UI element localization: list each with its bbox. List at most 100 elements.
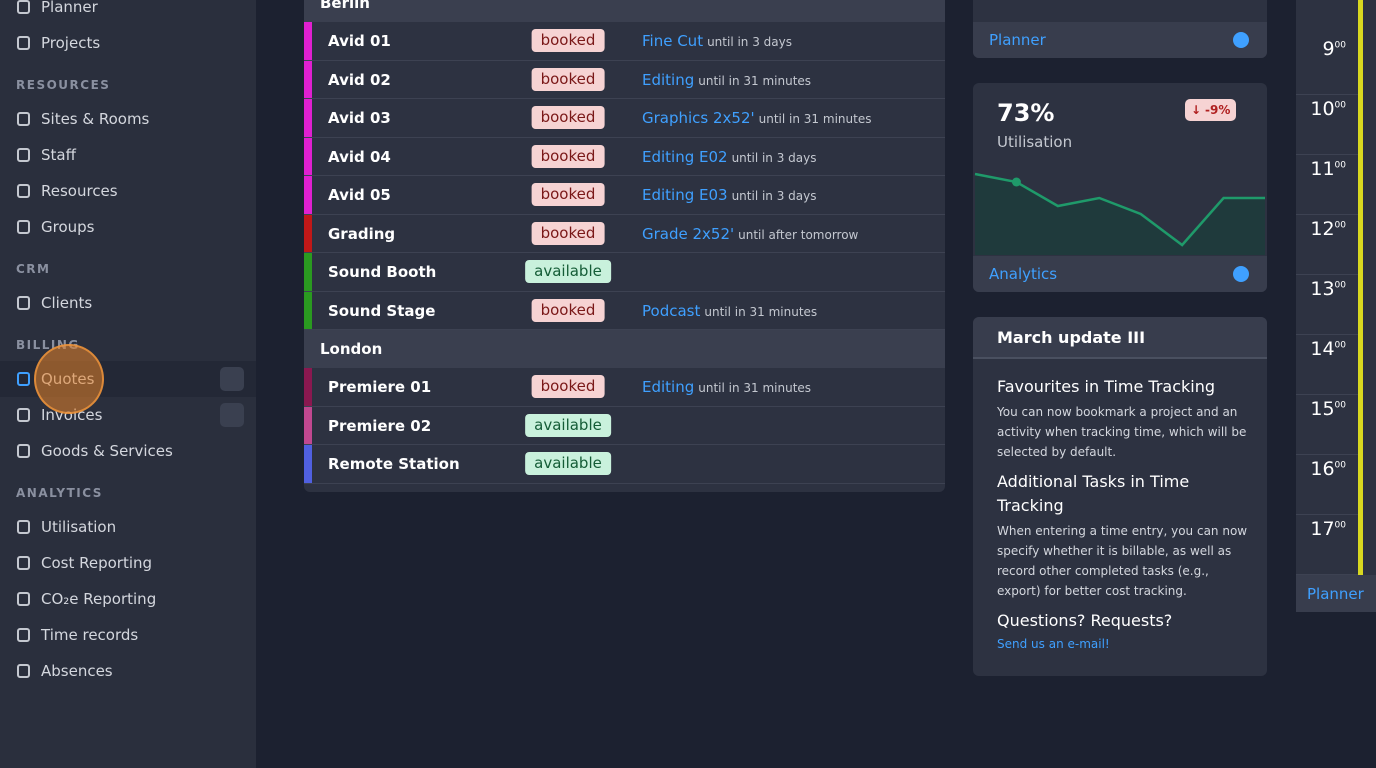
- status-badge: available: [525, 452, 611, 475]
- until: until in 31 minutes: [698, 73, 812, 88]
- news-heading: Favourites in Time Tracking: [997, 377, 1216, 396]
- nav-label[interactable]: Time records: [41, 626, 139, 644]
- click-indicator: [34, 344, 104, 414]
- nav-label[interactable]: Groups: [41, 218, 95, 236]
- email-link[interactable]: Send us an e-mail!: [997, 637, 1110, 651]
- room-row: Premiere 01 booked Editing until in 31 minu…: [304, 368, 945, 407]
- section-title: CRM: [16, 262, 51, 276]
- nav-label[interactable]: CO₂e Reporting: [41, 590, 157, 608]
- nav-icon: [17, 148, 30, 162]
- hour: 9: [1322, 38, 1335, 60]
- project-link[interactable]: Graphics 2x52': [642, 109, 755, 127]
- nav-item[interactable]: Utilisation: [0, 509, 256, 545]
- room-name: Avid 04: [328, 147, 391, 166]
- nav-item[interactable]: Sites & Rooms: [0, 101, 256, 137]
- color-bar: [304, 176, 312, 214]
- nav-item[interactable]: Invoices: [0, 397, 256, 433]
- color-bar: [304, 214, 312, 252]
- nav-icon: [17, 592, 30, 606]
- nav-label[interactable]: Planner: [41, 0, 98, 16]
- nav-icon: [17, 36, 30, 50]
- change-text: -9%: [1205, 103, 1231, 117]
- nav-item[interactable]: Goods & Services: [0, 433, 256, 469]
- news-title: March update III: [973, 317, 1267, 359]
- nav-icon: [17, 296, 30, 310]
- nav-item[interactable]: Projects: [0, 25, 256, 61]
- change-badge: ↓ -9%: [1185, 99, 1237, 121]
- current-bar: [1358, 0, 1363, 575]
- booking: Podcast until in 31 minutes: [642, 302, 817, 320]
- minutes: 00: [1334, 160, 1346, 171]
- room-name: Avid 03: [328, 109, 391, 127]
- chevron-button[interactable]: [220, 367, 244, 391]
- until: until in 31 minutes: [704, 304, 818, 319]
- minutes: 00: [1334, 520, 1346, 531]
- nav-label[interactable]: Clients: [41, 294, 93, 312]
- nav-item[interactable]: Staff: [0, 137, 256, 173]
- project-link[interactable]: Podcast: [642, 301, 701, 320]
- hour: 11: [1310, 158, 1335, 180]
- room-row: Sound Stage booked Podcast until in 31 minu…: [304, 291, 945, 330]
- down-arrow: ↓: [1191, 103, 1202, 117]
- room-row: Sound Booth available: [304, 253, 945, 292]
- nav-icon: [17, 220, 30, 234]
- status-badge: booked: [531, 375, 605, 398]
- nav-item[interactable]: CO₂e Reporting: [0, 581, 256, 617]
- room-row: Remote Station available: [304, 445, 945, 484]
- nav-icon: [17, 184, 30, 198]
- nav-icon: [17, 112, 30, 126]
- group-header: London: [304, 330, 945, 368]
- hour-line: [1296, 334, 1358, 335]
- link-text[interactable]: Analytics: [989, 265, 1058, 283]
- nav-label[interactable]: Projects: [41, 34, 101, 52]
- project-link[interactable]: Editing E03: [642, 186, 728, 204]
- nav-item[interactable]: Time records: [0, 617, 256, 653]
- room-name: Avid 01: [328, 32, 391, 50]
- nav-label[interactable]: Staff: [41, 146, 76, 164]
- color-bar: [304, 22, 312, 60]
- hour-label: 1000: [1296, 98, 1346, 120]
- nav-item[interactable]: Planner: [0, 0, 256, 25]
- link-text[interactable]: Planner: [989, 31, 1046, 49]
- hour-label: 900: [1296, 38, 1346, 60]
- nav-label[interactable]: Sites & Rooms: [41, 110, 150, 128]
- timeline: Planner 900 1000 1100 1200 1300 1400 1500 1600 1…: [1296, 0, 1376, 612]
- analytics-link[interactable]: Analytics: [973, 256, 1267, 292]
- nav-item[interactable]: Clients: [0, 285, 256, 321]
- nav-icon: [17, 0, 30, 14]
- rooms-table: Berlin Avid 01 booked Fine Cut until in 3 da…: [304, 0, 945, 492]
- nav-item[interactable]: Absences: [0, 653, 256, 689]
- nav-label[interactable]: Goods & Services: [41, 442, 173, 460]
- sparkline: [974, 172, 1265, 255]
- room-row: Avid 03 booked Graphics 2x52' until in 31 m…: [304, 99, 945, 138]
- nav-item[interactable]: Groups: [0, 209, 256, 245]
- news-body: Favourites in Time Tracking You can now b…: [997, 375, 1251, 651]
- color-bar: [304, 368, 312, 406]
- project-link[interactable]: Editing: [642, 70, 695, 89]
- planner-link[interactable]: Planner: [973, 22, 1267, 58]
- nav-label[interactable]: Utilisation: [41, 518, 117, 536]
- project-link[interactable]: Grade 2x52': [642, 224, 735, 243]
- project-link[interactable]: Editing: [642, 378, 695, 396]
- section-title: ANALYTICS: [16, 486, 103, 500]
- nav-label[interactable]: Cost Reporting: [41, 554, 153, 572]
- until: until in 3 days: [707, 35, 793, 49]
- status-badge: booked: [531, 29, 605, 52]
- color-bar: [304, 60, 312, 98]
- nav-label[interactable]: Resources: [41, 182, 118, 200]
- group-header: Berlin: [304, 0, 945, 22]
- room-row: Avid 01 booked Fine Cut until in 3 days: [304, 22, 945, 61]
- chevron-button[interactable]: [220, 403, 244, 427]
- project-link[interactable]: Editing E02: [642, 147, 728, 166]
- nav-label[interactable]: Absences: [41, 662, 113, 680]
- sparkline-line: [974, 172, 1265, 247]
- nav-item[interactable]: Cost Reporting: [0, 545, 256, 581]
- room-row: Premiere 02 available: [304, 406, 945, 445]
- nav-icon: [17, 408, 30, 422]
- project-link[interactable]: Fine Cut: [642, 32, 704, 50]
- minutes: 00: [1334, 460, 1346, 471]
- nav-item[interactable]: Resources: [0, 173, 256, 209]
- room-row: Avid 04 booked Editing E02 until in 3 days: [304, 137, 945, 176]
- room-name: Avid 02: [328, 70, 391, 89]
- timeline-planner-link[interactable]: Planner: [1296, 575, 1376, 612]
